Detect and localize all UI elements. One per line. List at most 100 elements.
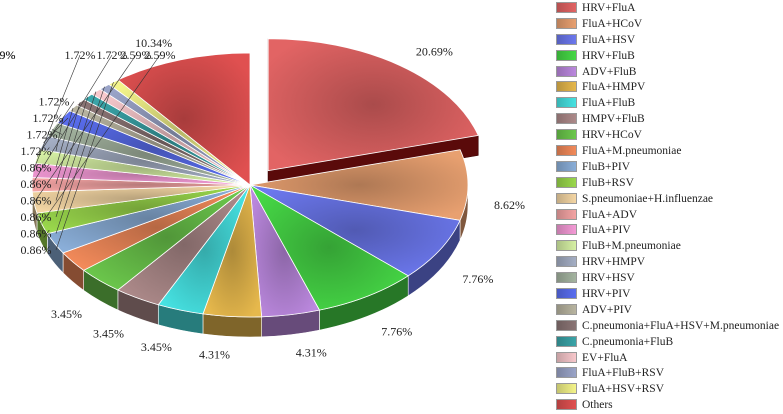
legend-item: HRV+HMPV <box>553 254 783 270</box>
legend-label: C.pneumonia+FluB <box>582 335 674 348</box>
legend-label: S.pneumoniae+H.influenzae <box>582 192 714 205</box>
percent-label: 1.72% <box>97 48 128 62</box>
legend-label: FluB+PIV <box>582 160 631 173</box>
percent-label: 7.76% <box>381 324 412 338</box>
legend-swatch <box>556 208 577 220</box>
percent-label: 1.72% <box>21 144 52 158</box>
legend-label: Others <box>582 399 613 412</box>
percent-label: 3.45% <box>93 326 124 340</box>
percent-label: 4.31% <box>199 347 230 361</box>
leader-line <box>41 54 161 224</box>
pie-chart: 20.69% 8.62% 7.76% 7.76% 4.31% 4.31% 3.45% 3.45… <box>0 36 525 362</box>
leader-line <box>52 129 63 135</box>
leader-line <box>36 101 75 157</box>
legend-label: HRV+PIV <box>582 288 631 301</box>
percent-label: 2.59% <box>0 48 16 62</box>
legend-swatch <box>556 351 577 363</box>
legend-item: FluA+M.pneumoniae <box>553 143 783 159</box>
legend-item: FluA+FluB+RSV <box>553 365 783 381</box>
legend-label: FluA+FluB+RSV <box>582 367 664 380</box>
percent-label: 8.62% <box>494 198 525 212</box>
legend-swatch <box>556 303 577 315</box>
percent-label: 2.59% <box>121 48 152 62</box>
legend-swatch <box>556 113 577 125</box>
legend-swatch <box>556 65 577 77</box>
legend-swatch <box>556 256 577 268</box>
legend-swatch <box>556 192 577 204</box>
legend-label: ADV+PIV <box>582 303 632 316</box>
legend-label: HRV+HMPV <box>582 256 646 269</box>
legend-label: FluA+HSV+RSV <box>582 383 664 396</box>
legend-item: FluA+PIV <box>553 222 783 238</box>
percent-label: 0.86% <box>21 161 52 175</box>
pie-slice <box>248 183 409 311</box>
legend-item: FluA+FluB <box>553 95 783 111</box>
legend-item: HRV+FluA <box>553 0 783 16</box>
percent-label: 7.76% <box>462 272 493 286</box>
legend-swatch <box>556 399 577 411</box>
legend-label: HMPV+FluB <box>582 113 645 126</box>
legend-item: HMPV+FluB <box>553 111 783 127</box>
legend-item: FluA+HCoV <box>553 16 783 32</box>
legend-label: FluA+PIV <box>582 224 631 237</box>
legend-swatch <box>556 97 577 109</box>
leader-line <box>55 107 74 168</box>
percent-label: 3.45% <box>141 340 172 354</box>
legend-item: C.pneumonia+FluA+HSV+M.pneumoniae <box>553 318 783 334</box>
legend-label: FluB+M.pneumoniae <box>582 240 681 253</box>
percent-label: 10.34% <box>135 36 172 50</box>
percent-label: 0.86% <box>21 210 52 224</box>
legend-item: HRV+HCoV <box>553 127 783 143</box>
leader-line <box>55 96 89 201</box>
legend-item: C.pneumonia+FluB <box>553 334 783 350</box>
legend-swatch <box>556 272 577 284</box>
legend-swatch <box>556 335 577 347</box>
leader-line <box>55 86 105 234</box>
percent-label: 20.69% <box>416 44 453 58</box>
percent-label: 4.31% <box>296 345 327 359</box>
pie-slice <box>249 184 461 277</box>
legend-label: HRV+HSV <box>582 272 635 285</box>
legend-item: ADV+FluB <box>553 64 783 80</box>
percent-labels: 20.69% 8.62% 7.76% 7.76% 4.31% 4.31% 3.45% 3.45… <box>0 36 525 362</box>
legend-item: FluA+HSV <box>553 32 783 48</box>
pie-slice <box>117 52 251 186</box>
legend-swatch <box>556 145 577 157</box>
percent-label: 2.59% <box>0 48 16 62</box>
legend-item: FluB+M.pneumoniae <box>553 238 783 254</box>
legend-label: HRV+FluA <box>582 2 636 14</box>
percent-label: 1.72% <box>33 111 64 125</box>
percent-label: 1.72% <box>39 95 70 109</box>
legend-label: HRV+FluB <box>582 49 635 62</box>
pie-slice-tops <box>31 38 479 318</box>
leader-line <box>33 54 137 203</box>
legend-label: FluB+RSV <box>582 176 634 189</box>
legend-item: HRV+PIV <box>553 286 783 302</box>
legend-label: FluA+ADV <box>582 208 638 221</box>
leader-line <box>31 54 113 185</box>
legend-item: FluA+HSV+RSV <box>553 381 783 397</box>
legend: HRV+FluA FluA+HCoV FluA+HSV HRV+FluB ADV+Flu… <box>553 0 783 413</box>
legend-swatch <box>556 176 577 188</box>
legend-item: FluA+HMPV <box>553 79 783 95</box>
legend-label: C.pneumonia+FluA+HSV+M.pneumoniae <box>582 319 780 332</box>
legend-swatch <box>556 319 577 331</box>
legend-item: FluB+PIV <box>553 159 783 175</box>
percent-label: 2.59% <box>145 48 176 62</box>
legend-label: ADV+FluB <box>582 65 637 78</box>
legend-swatch <box>556 17 577 29</box>
legend-swatch <box>556 33 577 45</box>
legend-item: FluB+RSV <box>553 175 783 191</box>
legend-item: S.pneumoniae+H.influenzae <box>553 191 783 207</box>
legend-swatch <box>556 383 577 395</box>
percent-label: 0.86% <box>21 194 52 208</box>
leader-line <box>43 117 69 143</box>
leader-line <box>33 54 81 171</box>
percent-label: 3.45% <box>51 307 82 321</box>
percent-label: 0.86% <box>21 177 52 191</box>
legend-item: HRV+FluB <box>553 48 783 64</box>
leader-line <box>55 116 64 152</box>
legend-label: EV+FluA <box>582 351 628 364</box>
legend-swatch <box>556 160 577 172</box>
legend-item: EV+FluA <box>553 350 783 366</box>
